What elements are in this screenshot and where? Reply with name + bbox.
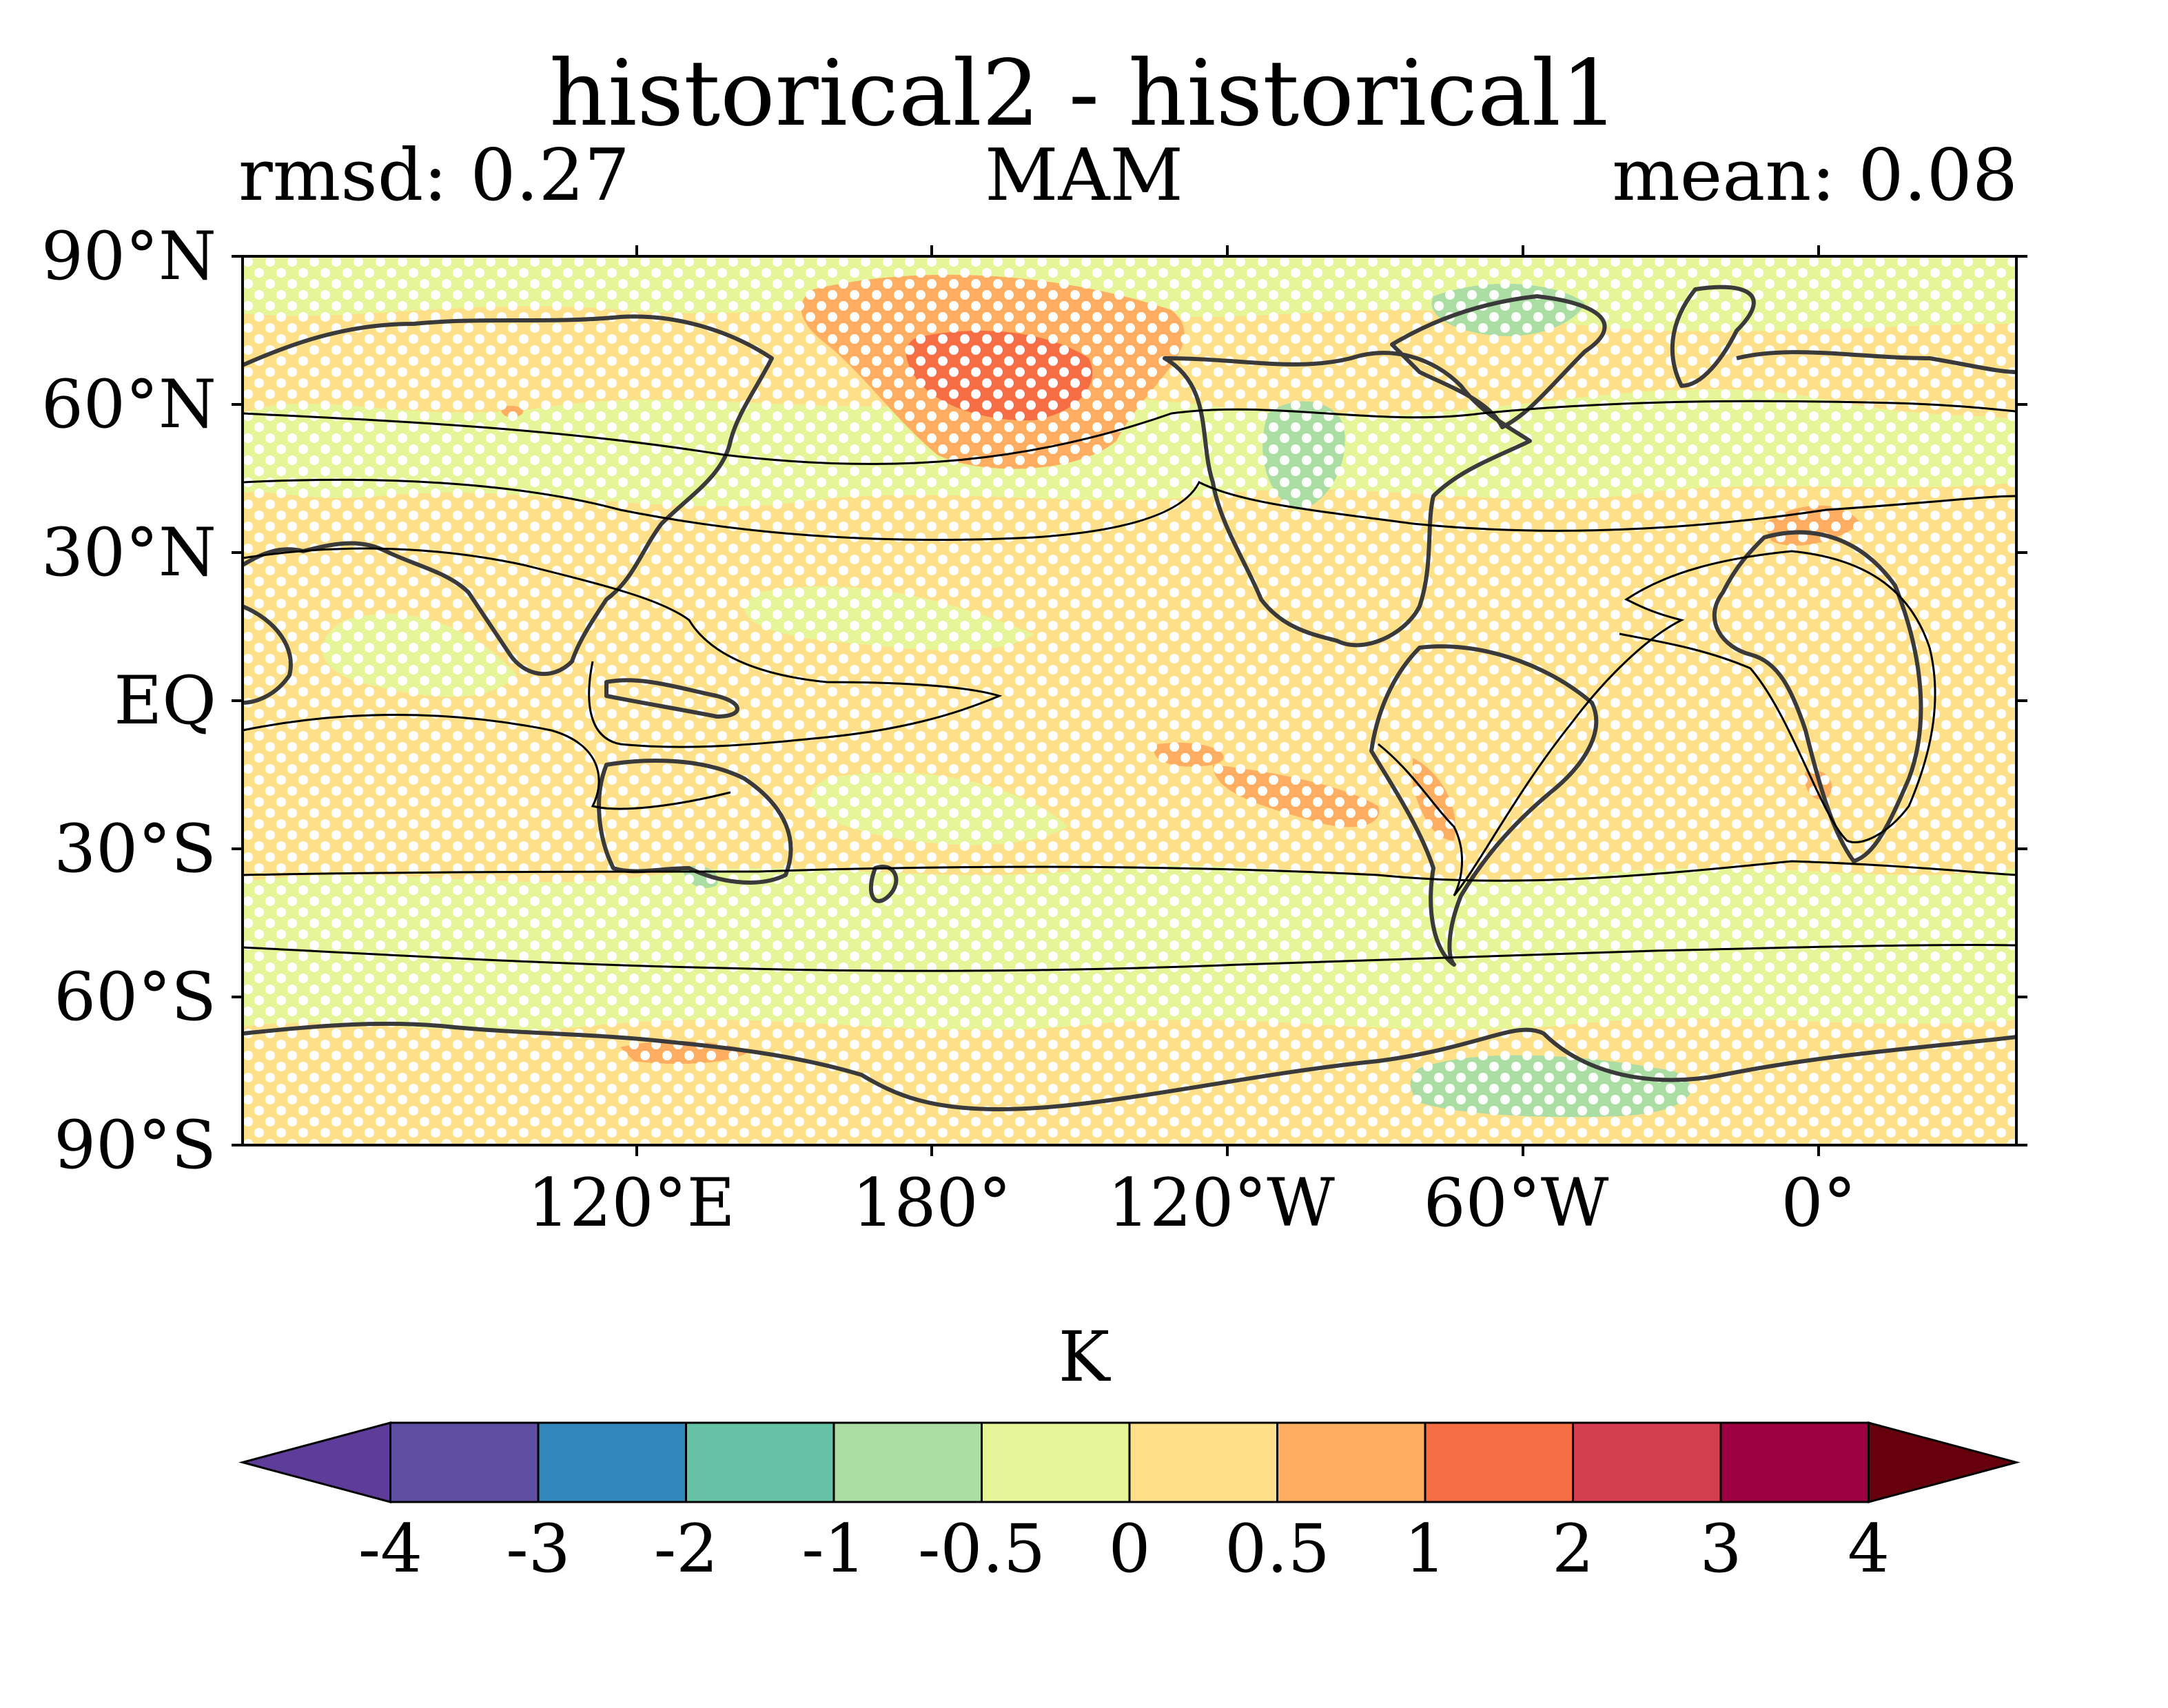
contour-line bbox=[243, 714, 731, 810]
lon-ticks bbox=[635, 245, 1820, 1156]
north-america-coast bbox=[1163, 351, 1532, 648]
colorbar-segment bbox=[1276, 1421, 1426, 1503]
antarctica-coast bbox=[243, 1021, 2016, 1111]
lat-label-eq: EQ bbox=[114, 662, 216, 739]
colorbar-segment bbox=[1572, 1421, 1722, 1503]
australia-coast bbox=[597, 759, 793, 885]
colorbar-tick-label: 4 bbox=[1847, 1510, 1890, 1587]
colorbar-tick-label: -0.5 bbox=[917, 1510, 1046, 1587]
colorbar-segment bbox=[389, 1421, 540, 1503]
lat-label-30n: 30°N bbox=[41, 514, 216, 591]
colorbar-segment bbox=[685, 1421, 835, 1503]
colorbar-tick-label: -2 bbox=[653, 1510, 719, 1587]
lat-label-60n: 60°N bbox=[41, 366, 216, 443]
colorbar-extend-min bbox=[238, 1421, 391, 1503]
colorbar-tick-label: 3 bbox=[1699, 1510, 1742, 1587]
lat-ticks bbox=[232, 255, 2027, 1146]
lat-label-60s: 60°S bbox=[54, 958, 216, 1036]
lon-label-0: 0° bbox=[1781, 1164, 1857, 1242]
europe-coast bbox=[1736, 350, 2016, 374]
canada-greenland bbox=[1390, 294, 1607, 429]
colorbar-segment bbox=[1719, 1421, 1870, 1503]
coastlines bbox=[243, 285, 2016, 1111]
lat-label-30s: 30°S bbox=[54, 810, 216, 887]
contour-line bbox=[243, 478, 2016, 542]
colorbar-segment bbox=[537, 1421, 687, 1503]
africa-coast bbox=[1712, 530, 1923, 863]
colorbar-tick-label: -3 bbox=[506, 1510, 571, 1587]
colorbar-segment bbox=[1128, 1421, 1278, 1503]
greenland-coast bbox=[1670, 285, 1756, 388]
lon-label-120e: 120°E bbox=[527, 1164, 735, 1242]
season-label: MAM bbox=[984, 133, 1184, 217]
colorbar-tick-label: 1 bbox=[1404, 1510, 1446, 1587]
contour-line bbox=[243, 547, 1003, 748]
contour-line bbox=[243, 860, 2016, 882]
colorbar bbox=[238, 1421, 2021, 1503]
colorbar-segment bbox=[981, 1421, 1131, 1503]
colorbar-tick-label: 0.5 bbox=[1225, 1510, 1330, 1587]
lon-label-180: 180° bbox=[852, 1164, 1012, 1242]
mean-label: mean: 0.08 bbox=[1612, 133, 2018, 217]
lon-label-120w: 120°W bbox=[1107, 1164, 1335, 1242]
colorbar-tick-label: -4 bbox=[358, 1510, 423, 1587]
contour-line bbox=[243, 944, 2016, 972]
contour-line bbox=[243, 400, 2016, 465]
contour-line bbox=[1378, 550, 1936, 896]
colorbar-segment bbox=[832, 1421, 983, 1503]
colorbar-units: K bbox=[1058, 1317, 1110, 1397]
eurasia-coast bbox=[243, 314, 774, 676]
arabia-coast bbox=[243, 604, 293, 705]
significance-stippling bbox=[243, 256, 2016, 1145]
colorbar-tick-label: 2 bbox=[1551, 1510, 1595, 1587]
reference-contours bbox=[243, 400, 2016, 972]
colorbar-segment bbox=[1424, 1421, 1574, 1503]
map-title: historical2 - historical1 bbox=[549, 41, 1619, 147]
map-field bbox=[243, 256, 2016, 1145]
south-america-coast bbox=[1369, 644, 1599, 967]
rmsd-label: rmsd: 0.27 bbox=[238, 133, 630, 217]
maritime-continent bbox=[604, 678, 739, 719]
colorbar-tick-label: -1 bbox=[801, 1510, 866, 1587]
colorbar-extend-max bbox=[1868, 1421, 2021, 1503]
lat-label-90n: 90°N bbox=[41, 218, 216, 295]
lon-label-60w: 60°W bbox=[1423, 1164, 1609, 1242]
lat-label-90s: 90°S bbox=[54, 1107, 216, 1184]
colorbar-tick-label: 0 bbox=[1108, 1510, 1151, 1587]
